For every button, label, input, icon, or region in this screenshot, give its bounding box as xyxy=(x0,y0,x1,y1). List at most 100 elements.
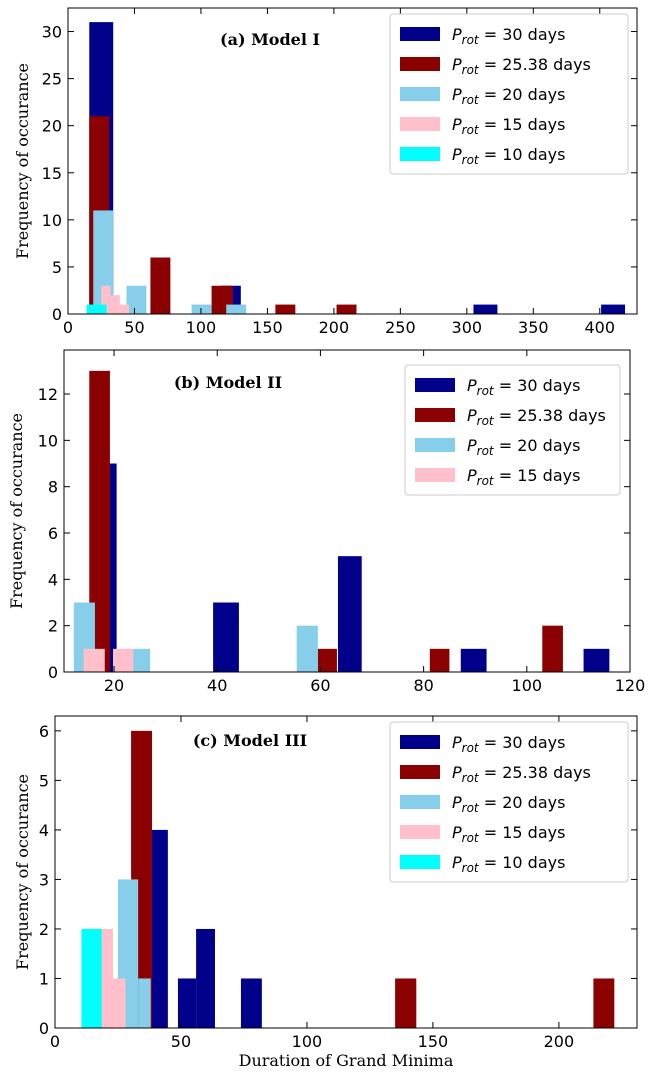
bar xyxy=(296,625,318,672)
bar xyxy=(395,978,417,1028)
legend-box xyxy=(389,13,629,175)
y-tick-label: 0 xyxy=(52,305,62,324)
y-tick-label: 12 xyxy=(38,385,58,404)
x-tick-label: 200 xyxy=(319,318,350,337)
legend-label: Prot = 25.38 days xyxy=(452,55,591,77)
bar xyxy=(593,978,615,1028)
legend-swatch xyxy=(400,855,440,869)
x-tick-label: 100 xyxy=(292,1032,323,1051)
bar xyxy=(337,556,362,672)
bar xyxy=(83,648,105,672)
legend-swatch xyxy=(415,438,455,452)
y-tick-label: 3 xyxy=(39,870,49,889)
y-tick-label: 5 xyxy=(39,771,49,790)
y-tick-label: 10 xyxy=(42,211,62,230)
bar xyxy=(473,304,498,314)
x-tick-label: 20 xyxy=(104,676,124,695)
y-tick-label: 6 xyxy=(39,722,49,741)
legend-label: Prot = 15 days xyxy=(452,823,565,845)
bar xyxy=(429,648,450,672)
legend-swatch xyxy=(400,735,440,749)
legend-label: Prot = 25.38 days xyxy=(452,763,591,785)
x-tick-label: 100 xyxy=(512,676,543,695)
y-tick-label: 4 xyxy=(39,821,49,840)
legend-label: Prot = 30 days xyxy=(452,25,565,47)
x-tick-label: 50 xyxy=(124,318,144,337)
legend-swatch xyxy=(400,87,440,101)
bar xyxy=(126,285,147,314)
bar xyxy=(110,295,120,314)
bar xyxy=(191,304,212,314)
bar xyxy=(240,978,262,1028)
bar xyxy=(138,978,151,1028)
y-tick-label: 5 xyxy=(52,258,62,277)
bar xyxy=(196,928,215,1028)
bar xyxy=(275,304,296,314)
y-tick-label: 2 xyxy=(39,920,49,939)
legend-label: Prot = 30 days xyxy=(452,733,565,755)
x-tick-label: 0 xyxy=(50,1032,60,1051)
legend-box xyxy=(404,364,621,496)
legend-label: Prot = 20 days xyxy=(467,436,580,458)
x-tick-label: 150 xyxy=(252,318,283,337)
panel-title: (a) Model I xyxy=(220,30,320,49)
panel-title: (b) Model II xyxy=(174,373,282,392)
plot-frame xyxy=(67,7,638,315)
y-tick-label: 30 xyxy=(42,23,62,42)
legend-box xyxy=(389,721,629,883)
x-tick-label: 350 xyxy=(518,318,549,337)
legend-swatch xyxy=(415,378,455,392)
y-axis-label: Frequency of occurance xyxy=(7,413,26,609)
x-axis-label: Duration of Grand Minima xyxy=(239,1051,454,1070)
legend-swatch xyxy=(415,408,455,422)
bar xyxy=(336,304,357,314)
x-tick-label: 60 xyxy=(310,676,330,695)
y-tick-label: 10 xyxy=(38,431,58,450)
y-tick-label: 1 xyxy=(39,969,49,988)
legend-label: Prot = 10 days xyxy=(452,145,565,167)
legend-swatch xyxy=(400,147,440,161)
legend-swatch xyxy=(400,795,440,809)
y-tick-label: 6 xyxy=(48,524,58,543)
y-tick-label: 0 xyxy=(48,663,58,682)
legend-label: Prot = 30 days xyxy=(467,376,580,398)
y-tick-label: 20 xyxy=(42,117,62,136)
bar xyxy=(460,648,487,672)
bar xyxy=(81,928,102,1028)
legend-swatch xyxy=(400,825,440,839)
bar xyxy=(133,648,151,672)
bar xyxy=(113,648,134,672)
bar xyxy=(177,978,197,1028)
plot-frame xyxy=(54,715,638,1029)
bar xyxy=(150,829,168,1028)
y-axis-label: Frequency of occurance xyxy=(13,774,32,970)
bar xyxy=(100,928,113,1028)
y-tick-label: 0 xyxy=(39,1019,49,1038)
bar xyxy=(150,257,171,314)
legend-label: Prot = 25.38 days xyxy=(467,406,606,428)
legend-label: Prot = 10 days xyxy=(452,853,565,875)
legend-label: Prot = 20 days xyxy=(452,793,565,815)
plot-frame xyxy=(63,349,631,673)
bar xyxy=(601,304,626,314)
bar xyxy=(86,304,107,314)
bar xyxy=(317,648,337,672)
x-tick-label: 120 xyxy=(615,676,646,695)
y-tick-label: 4 xyxy=(48,570,58,589)
x-tick-label: 80 xyxy=(413,676,433,695)
x-tick-label: 150 xyxy=(418,1032,449,1051)
x-tick-label: 50 xyxy=(171,1032,191,1051)
bar xyxy=(101,285,111,314)
bar xyxy=(226,304,247,314)
legend-label: Prot = 15 days xyxy=(467,466,580,488)
x-tick-label: 300 xyxy=(452,318,483,337)
legend-swatch xyxy=(400,57,440,71)
x-tick-label: 200 xyxy=(544,1032,575,1051)
legend-swatch xyxy=(400,27,440,41)
legend-label: Prot = 15 days xyxy=(452,115,565,137)
x-tick-label: 0 xyxy=(63,318,73,337)
y-axis-label: Frequency of occurance xyxy=(13,63,32,259)
y-tick-label: 15 xyxy=(42,164,62,183)
legend-label: Prot = 20 days xyxy=(452,85,565,107)
